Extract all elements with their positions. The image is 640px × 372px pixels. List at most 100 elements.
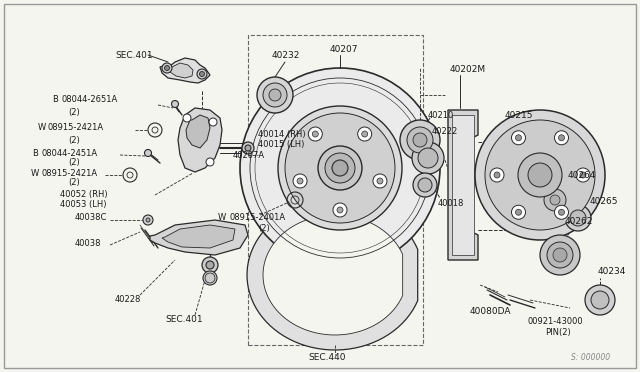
- Text: W: W: [31, 169, 39, 177]
- Circle shape: [325, 153, 355, 183]
- Circle shape: [164, 65, 170, 71]
- Circle shape: [240, 68, 440, 268]
- Text: 08044-2451A: 08044-2451A: [42, 148, 98, 157]
- Polygon shape: [160, 58, 210, 83]
- Polygon shape: [452, 115, 474, 255]
- Text: 40018: 40018: [438, 199, 465, 208]
- Circle shape: [518, 153, 562, 197]
- Circle shape: [297, 178, 303, 184]
- Text: 40234: 40234: [598, 267, 627, 276]
- Circle shape: [559, 135, 564, 141]
- Polygon shape: [448, 110, 478, 260]
- Bar: [248, 35, 423, 345]
- Circle shape: [200, 71, 205, 77]
- Text: W: W: [218, 214, 226, 222]
- Text: SEC.401: SEC.401: [165, 315, 203, 324]
- Circle shape: [494, 172, 500, 178]
- Text: 40207A: 40207A: [233, 151, 265, 160]
- Text: (2): (2): [68, 135, 80, 144]
- Circle shape: [373, 174, 387, 188]
- Circle shape: [278, 106, 402, 230]
- Circle shape: [143, 215, 153, 225]
- Circle shape: [377, 178, 383, 184]
- Circle shape: [206, 158, 214, 166]
- Circle shape: [206, 261, 214, 269]
- Text: 08915-2421A: 08915-2421A: [48, 124, 104, 132]
- Circle shape: [475, 110, 605, 240]
- Circle shape: [362, 131, 368, 137]
- Circle shape: [540, 235, 580, 275]
- Circle shape: [172, 100, 179, 108]
- Circle shape: [559, 209, 564, 215]
- Circle shape: [544, 189, 566, 211]
- Text: 08915-2421A: 08915-2421A: [42, 169, 98, 177]
- Circle shape: [418, 148, 438, 168]
- Text: 00921-43000: 00921-43000: [528, 317, 584, 327]
- Text: (2): (2): [68, 179, 80, 187]
- Circle shape: [400, 120, 440, 160]
- Polygon shape: [247, 200, 418, 350]
- Circle shape: [146, 218, 150, 222]
- Text: 40222: 40222: [432, 128, 458, 137]
- Text: 40210: 40210: [428, 110, 454, 119]
- Circle shape: [245, 145, 251, 151]
- Text: (2): (2): [258, 224, 269, 232]
- Circle shape: [285, 113, 395, 223]
- Text: 40265: 40265: [590, 198, 618, 206]
- Text: 40202M: 40202M: [450, 65, 486, 74]
- Circle shape: [554, 205, 568, 219]
- Circle shape: [515, 209, 522, 215]
- Text: 40262: 40262: [565, 218, 593, 227]
- Circle shape: [318, 146, 362, 190]
- Circle shape: [209, 118, 217, 126]
- Text: SEC.440: SEC.440: [308, 353, 346, 362]
- Text: S: 000000: S: 000000: [571, 353, 610, 362]
- Text: 40052 (RH): 40052 (RH): [60, 190, 108, 199]
- Text: 40038C: 40038C: [75, 214, 108, 222]
- Circle shape: [528, 163, 552, 187]
- Circle shape: [511, 131, 525, 145]
- Circle shape: [547, 242, 573, 268]
- Text: 40228: 40228: [115, 295, 141, 305]
- Circle shape: [203, 271, 217, 285]
- Polygon shape: [150, 220, 248, 255]
- Circle shape: [490, 168, 504, 182]
- Circle shape: [413, 133, 427, 147]
- Circle shape: [197, 69, 207, 79]
- Circle shape: [580, 172, 586, 178]
- Text: 40053 (LH): 40053 (LH): [60, 201, 106, 209]
- Circle shape: [358, 127, 372, 141]
- Circle shape: [205, 273, 215, 283]
- Text: B: B: [52, 96, 58, 105]
- Circle shape: [485, 120, 595, 230]
- Text: 08044-2651A: 08044-2651A: [62, 96, 118, 105]
- Polygon shape: [170, 63, 193, 78]
- Circle shape: [565, 205, 591, 231]
- Circle shape: [333, 203, 347, 217]
- Circle shape: [412, 142, 444, 174]
- Text: 40080DA: 40080DA: [470, 308, 511, 317]
- Circle shape: [407, 127, 433, 153]
- Circle shape: [591, 291, 609, 309]
- Text: SEC.401: SEC.401: [115, 51, 152, 60]
- Circle shape: [576, 168, 590, 182]
- Circle shape: [585, 285, 615, 315]
- Text: (2): (2): [68, 108, 80, 116]
- Circle shape: [263, 83, 287, 107]
- Circle shape: [312, 131, 318, 137]
- Circle shape: [413, 173, 437, 197]
- Circle shape: [162, 63, 172, 73]
- Text: 40232: 40232: [272, 51, 300, 60]
- Circle shape: [554, 131, 568, 145]
- Circle shape: [550, 195, 560, 205]
- Polygon shape: [162, 225, 235, 248]
- Circle shape: [511, 205, 525, 219]
- Text: W: W: [38, 124, 46, 132]
- Polygon shape: [186, 115, 210, 148]
- Text: 40264: 40264: [568, 170, 596, 180]
- Text: PIN(2): PIN(2): [545, 327, 571, 337]
- Circle shape: [418, 178, 432, 192]
- Circle shape: [308, 127, 323, 141]
- Circle shape: [553, 248, 567, 262]
- Circle shape: [570, 210, 586, 226]
